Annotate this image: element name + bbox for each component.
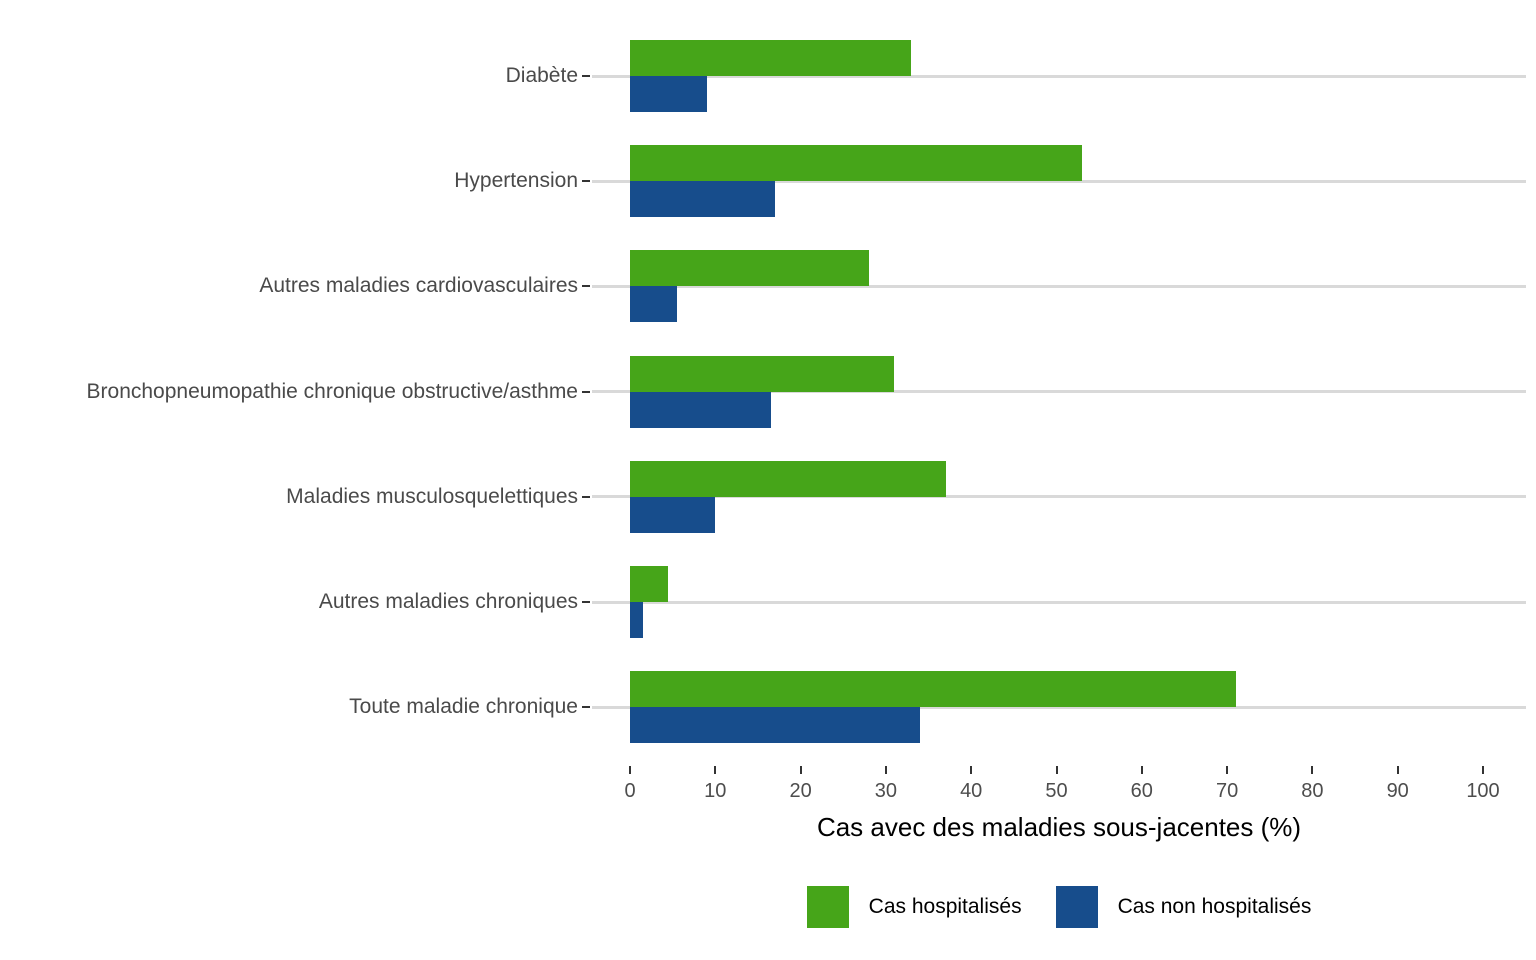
category-label: Hypertension <box>454 169 578 193</box>
bar-hospitalises <box>630 145 1083 182</box>
bar-hospitalises <box>630 566 669 602</box>
category-label: Autres maladies cardiovasculaires <box>259 274 578 298</box>
category-label: Autres maladies chroniques <box>318 590 578 613</box>
x-axis-tick-label: 50 <box>1045 780 1068 802</box>
y-axis-tick <box>582 390 590 393</box>
plot-area <box>592 13 1526 766</box>
y-axis-tick <box>582 495 590 498</box>
legend-label-hospitalises: Cas hospitalisés <box>868 895 1022 918</box>
bar-non-hospitalises <box>630 76 707 112</box>
y-axis-tick <box>582 180 590 183</box>
category-gridline <box>592 600 1526 604</box>
y-axis-tick <box>582 75 590 77</box>
legend-swatch-non-hospitalises <box>1055 886 1098 928</box>
bar-non-hospitalises <box>630 602 643 638</box>
x-axis-tick <box>1396 766 1399 774</box>
bar-hospitalises <box>630 460 946 497</box>
category-label: Bronchopneumopathie chronique obstructiv… <box>86 379 578 403</box>
x-axis-tick <box>629 766 631 774</box>
x-axis-tick <box>799 766 802 774</box>
x-axis-tick-label: 40 <box>960 780 983 802</box>
x-axis-tick-label: 30 <box>874 780 898 802</box>
legend-item-non-hospitalises: Cas non hospitalisés <box>1055 886 1312 928</box>
category-gridline <box>592 495 1526 499</box>
category-gridline <box>592 179 1526 183</box>
y-axis-tick <box>582 601 590 603</box>
y-axis-tick <box>582 285 590 288</box>
x-axis-tick-label: 0 <box>624 780 636 802</box>
legend-label-non-hospitalises: Cas non hospitalisés <box>1117 895 1312 918</box>
x-axis-tick <box>1311 766 1314 774</box>
category-label: Diabète <box>505 64 578 87</box>
bar-non-hospitalises <box>630 286 677 323</box>
x-axis-tick-label: 90 <box>1386 780 1409 802</box>
x-axis-tick-label: 80 <box>1301 780 1324 802</box>
x-axis-tick <box>1055 766 1058 774</box>
category-label: Toute maladie chronique <box>349 695 578 719</box>
x-axis-tick-label: 70 <box>1215 780 1239 802</box>
category-label: Maladies musculosquelettiques <box>286 484 578 508</box>
category-gridline <box>592 705 1526 709</box>
x-axis-title: Cas avec des maladies sous-jacentes (%) <box>816 812 1302 842</box>
category-gridline <box>592 284 1526 288</box>
x-axis-tick-label: 100 <box>1466 780 1500 802</box>
x-axis-tick <box>970 766 973 774</box>
bar-hospitalises <box>630 40 912 76</box>
bar-hospitalises <box>630 671 1236 708</box>
bar-hospitalises <box>630 250 869 287</box>
x-axis-tick-label: 10 <box>704 780 727 802</box>
x-axis-tick <box>1482 766 1484 774</box>
bar-non-hospitalises <box>630 181 775 218</box>
bar-hospitalises <box>630 355 895 392</box>
x-axis-tick <box>1140 766 1143 774</box>
x-axis-tick <box>714 766 717 774</box>
y-axis-tick <box>582 706 590 709</box>
x-axis-tick <box>884 766 887 774</box>
legend-swatch-hospitalises <box>806 886 849 928</box>
category-gridline <box>592 390 1526 394</box>
legend-item-hospitalises: Cas hospitalisés <box>806 886 1022 928</box>
x-axis-tick <box>1226 766 1229 774</box>
x-axis-tick-label: 60 <box>1130 780 1153 802</box>
bar-non-hospitalises <box>630 391 771 428</box>
category-gridline <box>592 74 1526 78</box>
x-axis-tick-label: 20 <box>789 780 812 802</box>
bar-non-hospitalises <box>630 707 921 744</box>
bar-non-hospitalises <box>630 496 716 533</box>
legend: Cas hospitalisés Cas non hospitalisés <box>592 886 1526 928</box>
